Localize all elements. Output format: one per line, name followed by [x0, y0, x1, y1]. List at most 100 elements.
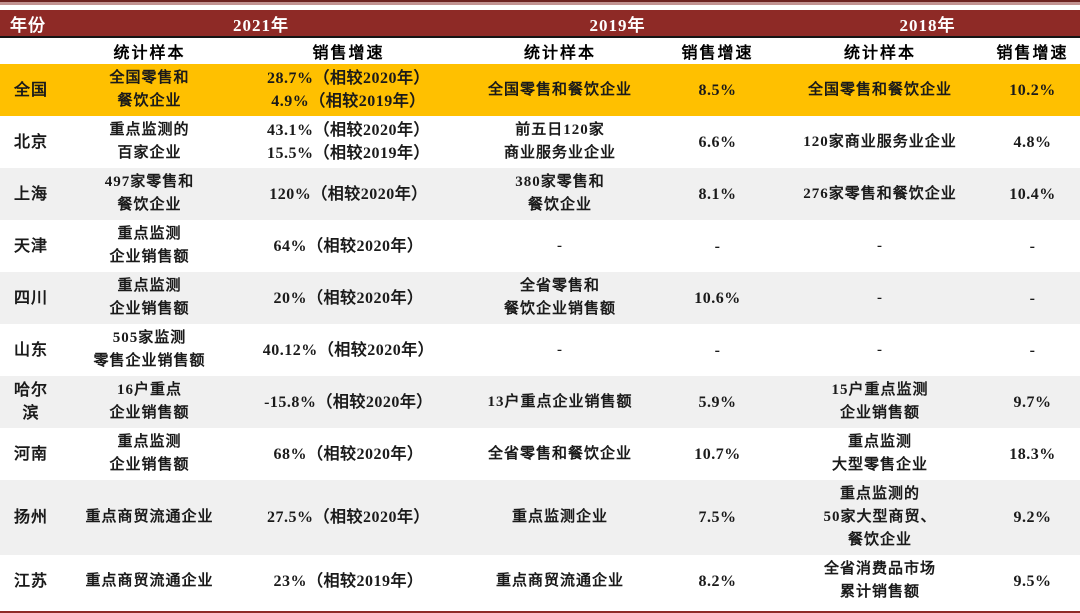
cell-line: 9.5% — [1013, 572, 1052, 590]
top-border-dark-line — [0, 0, 1080, 2]
year-2019-header: 2019年 — [460, 10, 775, 37]
sample-cell: 13户重点企业销售额 — [460, 376, 660, 428]
subheader-row: 统计样本 销售增速 统计样本 销售增速 统计样本 销售增速 — [0, 37, 1080, 64]
table-row: 哈尔滨 16户重点 企业销售额 -15.8%（相较2020年） 13户重点企业销售额 5.… — [0, 376, 1080, 428]
region-label: 江苏 — [0, 555, 62, 607]
year-header-row: 年份 2021年 2019年 2018年 — [0, 10, 1080, 37]
sample-cell: 重点监测企业 — [460, 480, 660, 555]
cell-line: 4.9%（相较2019年） — [271, 93, 426, 110]
table-body: 全国 全国零售和 餐饮企业 28.7%（相较2020年） 4.9%（相较2019年） 全国… — [0, 64, 1080, 607]
cell-line: 28.7%（相较2020年） — [266, 70, 430, 87]
subheader-growth-2019: 销售增速 — [660, 37, 775, 64]
cell-line: 上海 — [13, 185, 48, 203]
cell-line: 重点商贸流通企业 — [495, 572, 624, 589]
cell-line: 全省零售和 — [519, 278, 600, 294]
cell-line: 120%（相较2020年） — [269, 185, 428, 203]
growth-cell: 68%（相较2020年） — [237, 428, 460, 480]
cell-line: 497家零售和 — [104, 174, 195, 190]
cell-line: 9.2% — [1013, 509, 1052, 526]
cell-line: - — [1029, 341, 1036, 359]
sample-cell: 15户重点监测 企业销售额 — [775, 376, 985, 428]
cell-line: 9.7% — [1013, 393, 1052, 411]
table-row: 全国 全国零售和 餐饮企业 28.7%（相较2020年） 4.9%（相较2019年） 全国… — [0, 64, 1080, 116]
cell-line: 23%（相较2019年） — [273, 572, 424, 590]
region-label: 上海 — [0, 168, 62, 220]
cell-line: 哈尔 — [13, 382, 48, 399]
year-2018-header: 2018年 — [775, 10, 1080, 37]
cell-line: - — [1029, 237, 1036, 255]
subheader-growth-2018: 销售增速 — [985, 37, 1080, 64]
cell-line: 商业服务业企业 — [503, 145, 616, 161]
sample-cell: - — [775, 272, 985, 324]
table-row: 山东 505家监测 零售企业销售额 40.12%（相较2020年） - - - - — [0, 324, 1080, 376]
table-row: 北京 重点监测的 百家企业 43.1%（相较2020年） 15.5%（相较2019年） 前… — [0, 116, 1080, 168]
sample-cell: 重点监测的 百家企业 — [62, 116, 237, 168]
cell-line: 8.2% — [698, 572, 737, 590]
growth-cell: 64%（相较2020年） — [237, 220, 460, 272]
subheader-sample-2021: 统计样本 — [62, 37, 237, 64]
region-label: 扬州 — [0, 480, 62, 555]
cell-line: 企业销售额 — [839, 405, 920, 421]
sample-cell: 120家商业服务业企业 — [775, 116, 985, 168]
cell-line: 16户重点 — [116, 382, 182, 398]
growth-cell: 43.1%（相较2020年） 15.5%（相较2019年） — [237, 116, 460, 168]
growth-cell: 4.8% — [985, 116, 1080, 168]
sample-cell: 497家零售和 餐饮企业 — [62, 168, 237, 220]
growth-cell: 27.5%（相较2020年） — [237, 480, 460, 555]
growth-cell: 23%（相较2019年） — [237, 555, 460, 607]
cell-line: 重点监测 — [117, 278, 182, 294]
cell-line: 北京 — [13, 133, 48, 151]
table-row: 四川 重点监测 企业销售额 20%（相较2020年） 全省零售和 餐饮企业销售额 10.6%… — [0, 272, 1080, 324]
growth-cell: 8.1% — [660, 168, 775, 220]
cell-line: - — [714, 237, 721, 255]
sample-cell: - — [460, 324, 660, 376]
cell-line: 山东 — [13, 341, 48, 359]
sample-cell: 全国零售和餐饮企业 — [460, 64, 660, 116]
cell-line: 河南 — [13, 445, 48, 463]
cell-line: 重点监测 — [117, 226, 182, 242]
cell-line: 大型零售企业 — [831, 457, 928, 473]
cell-line: 全省零售和餐饮企业 — [487, 445, 632, 462]
cell-line: 重点监测 — [847, 434, 912, 450]
cell-line: - — [877, 341, 883, 358]
growth-cell: 40.12%（相较2020年） — [237, 324, 460, 376]
top-gap — [0, 5, 1080, 10]
cell-line: 15户重点监测 — [831, 382, 929, 398]
cell-line: 505家监测 — [112, 330, 187, 346]
cell-line: 企业销售额 — [109, 249, 190, 265]
cell-line: 全省消费品市场 — [823, 561, 936, 577]
cell-line: 重点商贸流通企业 — [85, 572, 214, 589]
corner-year-label: 年份 — [0, 10, 62, 37]
cell-line: 10.6% — [694, 289, 741, 307]
cell-line: 企业销售额 — [109, 405, 190, 421]
cell-line: 10.2% — [1009, 81, 1056, 99]
cell-line: 18.3% — [1009, 445, 1056, 463]
growth-cell: - — [660, 220, 775, 272]
cell-line: 扬州 — [13, 509, 48, 526]
cell-line: 重点商贸流通企业 — [85, 509, 214, 525]
cell-line: 64%（相较2020年） — [273, 237, 424, 255]
cell-line: 企业销售额 — [109, 301, 190, 317]
cell-line: 7.5% — [698, 509, 737, 526]
cell-line: 企业销售额 — [109, 457, 190, 473]
cell-line: - — [557, 237, 563, 254]
cell-line: 13户重点企业销售额 — [487, 393, 633, 410]
growth-cell: 8.5% — [660, 64, 775, 116]
sample-cell: 重点监测 企业销售额 — [62, 220, 237, 272]
sample-cell: 全省消费品市场 累计销售额 — [775, 555, 985, 607]
cell-line: 江苏 — [13, 572, 48, 590]
cell-line: 前五日120家 — [515, 122, 605, 138]
sample-cell: 重点监测大型零售企业 — [775, 428, 985, 480]
subheader-sample-2019: 统计样本 — [460, 37, 660, 64]
sample-cell: - — [775, 324, 985, 376]
region-label: 天津 — [0, 220, 62, 272]
sample-cell: 重点商贸流通企业 — [62, 480, 237, 555]
sample-cell: 重点商贸流通企业 — [62, 555, 237, 607]
growth-cell: 9.5% — [985, 555, 1080, 607]
top-border-light-line — [0, 2, 1080, 5]
cell-line: 全国零售和餐饮企业 — [487, 81, 632, 98]
year-2021-header: 2021年 — [62, 10, 460, 37]
growth-cell: 5.9% — [660, 376, 775, 428]
sample-cell: - — [775, 220, 985, 272]
